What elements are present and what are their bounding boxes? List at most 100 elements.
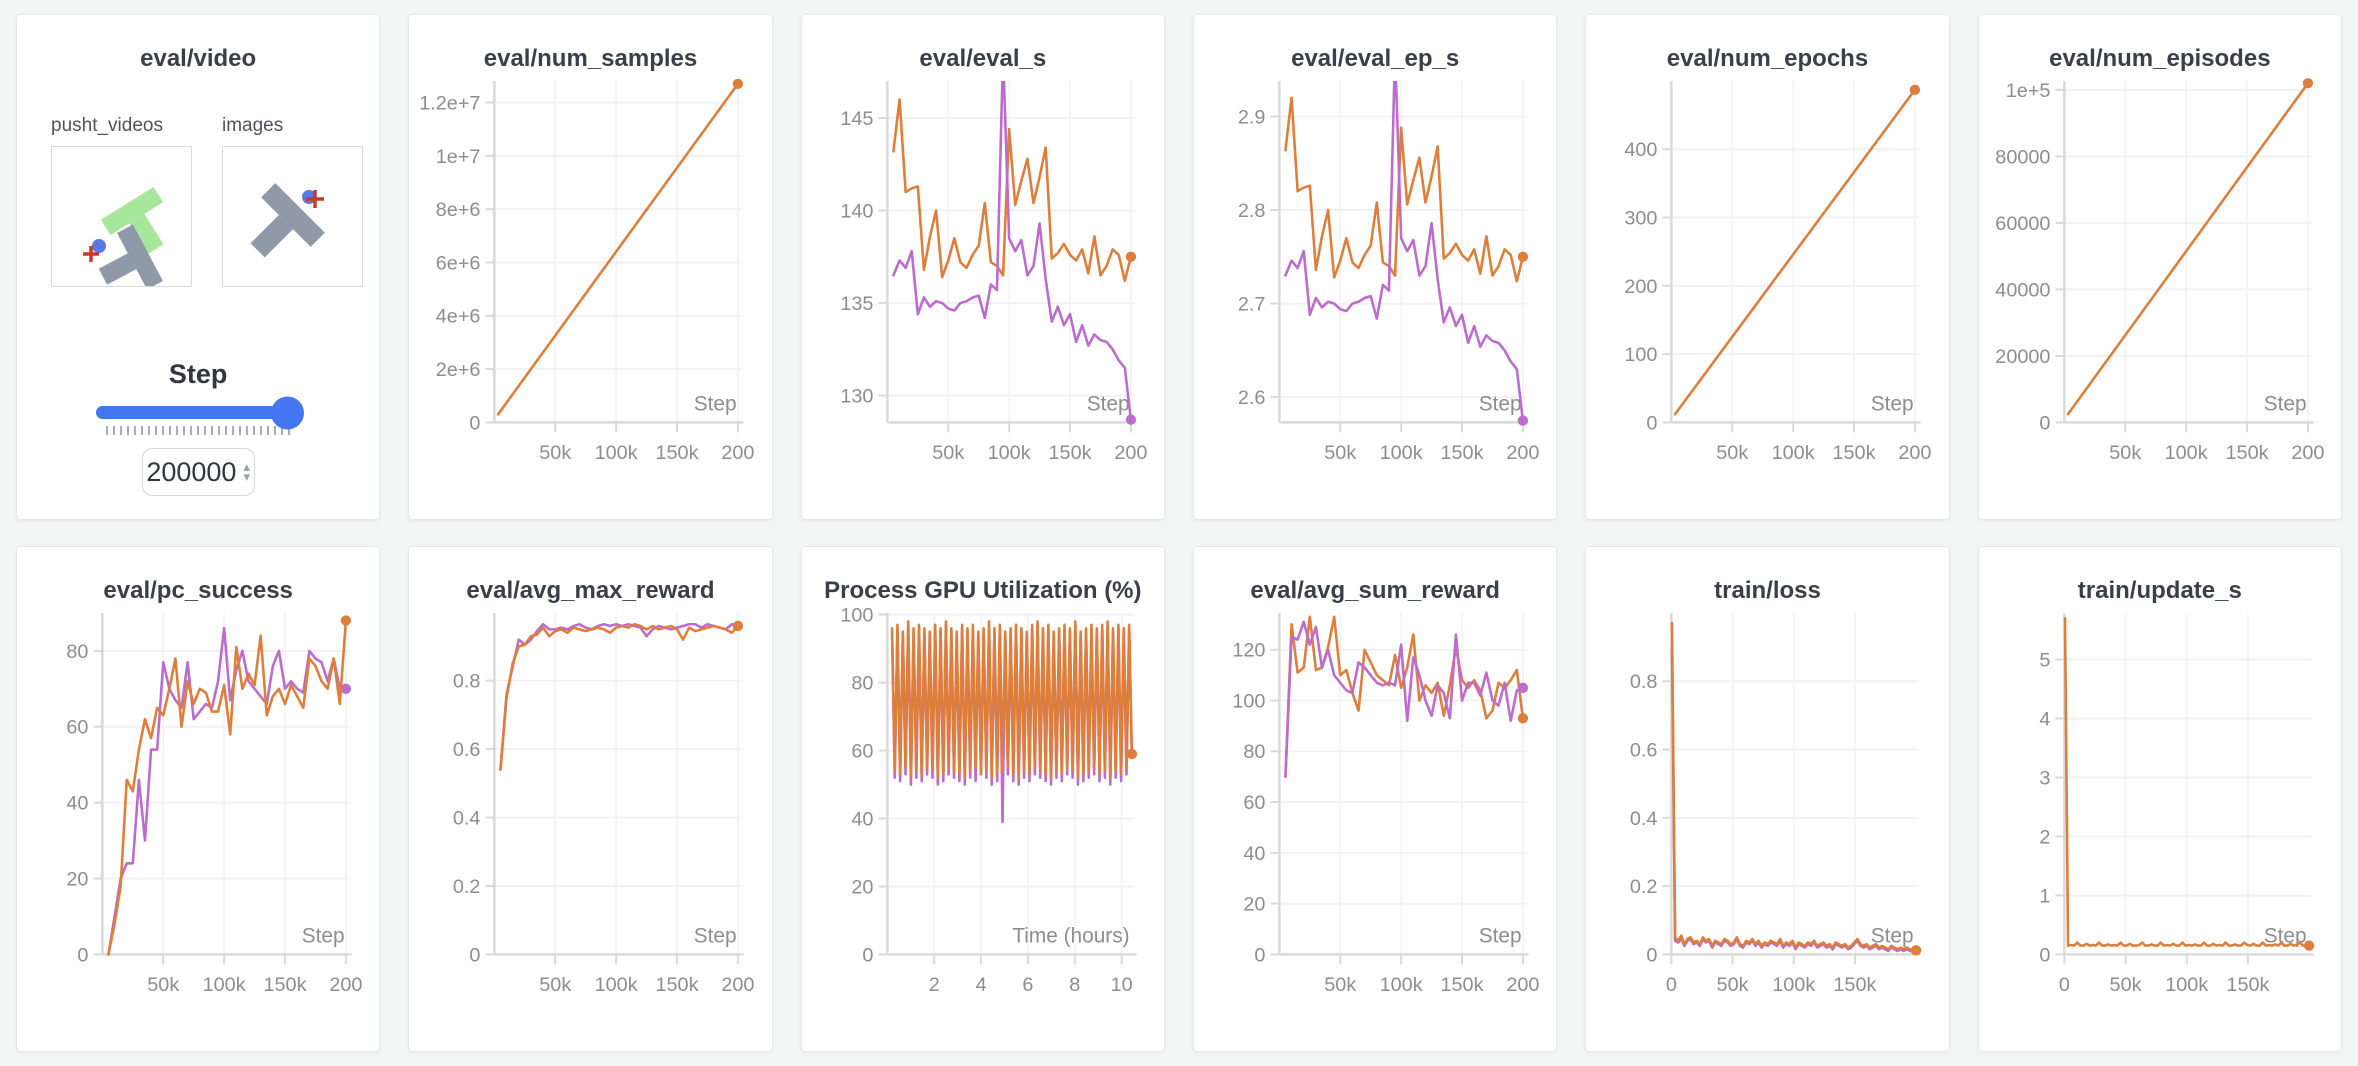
pusht-video-thumbnail[interactable] (51, 146, 192, 287)
svg-text:40: 40 (1243, 843, 1265, 865)
svg-text:0.2: 0.2 (1630, 876, 1658, 898)
svg-text:50k: 50k (1324, 974, 1356, 996)
agent-dot (92, 239, 106, 253)
svg-text:80: 80 (1243, 741, 1265, 763)
svg-text:150k: 150k (2225, 442, 2268, 464)
gray-t-block (250, 183, 325, 258)
svg-text:Step: Step (1086, 393, 1129, 416)
chart-canvas: 50k 100k 150k 200 0 2e+6 4e+6 6e+6 8e+6 1e+7 1.2e+… (420, 78, 755, 464)
panel-eval-avg-max-reward[interactable]: eval/avg_max_reward 50k 100k 150k 200 0 0.2 0.… (408, 546, 773, 1052)
svg-text:100: 100 (1232, 690, 1265, 712)
svg-text:50k: 50k (1324, 442, 1356, 464)
svg-text:50k: 50k (932, 442, 964, 464)
svg-text:200: 200 (1625, 276, 1658, 298)
svg-text:200: 200 (1506, 974, 1539, 996)
svg-text:2.9: 2.9 (1238, 106, 1266, 128)
target-cross-icon (83, 246, 99, 262)
chart-title: eval/eval_ep_s (1291, 45, 1460, 72)
svg-text:0: 0 (1647, 412, 1658, 434)
media-caption: pusht_videos (51, 115, 163, 136)
green-t-block (100, 186, 164, 254)
svg-text:3: 3 (2039, 767, 2050, 789)
svg-text:10: 10 (1110, 974, 1132, 996)
step-slider-wrap (96, 396, 305, 435)
chart-title: eval/avg_max_reward (466, 577, 715, 604)
svg-text:40: 40 (851, 808, 873, 830)
images-thumbnail[interactable] (222, 146, 363, 287)
svg-text:Step: Step (1479, 393, 1522, 416)
step-input-value: 200000 (146, 456, 237, 487)
svg-text:20: 20 (851, 876, 873, 898)
panel-train-update-s[interactable]: train/update_s 0 50k 100k 150k 0 1 2 3 4 5 Step (1977, 546, 2342, 1052)
pusht-scene (83, 186, 164, 286)
svg-text:0.2: 0.2 (453, 876, 481, 898)
gray-t-block (98, 224, 163, 286)
svg-text:40: 40 (66, 793, 88, 815)
panel-gpu-utilization[interactable]: Process GPU Utilization (%) 2 4 6 8 10 0 20 40 6… (800, 546, 1165, 1052)
svg-text:300: 300 (1625, 207, 1658, 229)
chart-title: train/loss (1714, 577, 1821, 604)
svg-text:150k: 150k (263, 974, 306, 996)
svg-text:2.7: 2.7 (1238, 294, 1266, 316)
svg-text:150k: 150k (2226, 974, 2269, 996)
panel-eval-video[interactable]: eval/video pusht_videos (16, 14, 381, 520)
svg-text:Step: Step (694, 393, 737, 416)
svg-text:0: 0 (1254, 944, 1265, 966)
stepper-arrows-icon[interactable]: ▴ ▾ (243, 459, 250, 484)
svg-text:0: 0 (1647, 944, 1658, 966)
panel-eval-pc-success[interactable]: eval/pc_success 50k 100k 150k 200 0 20 40 60 80 S… (16, 546, 381, 1052)
svg-text:140: 140 (840, 200, 873, 222)
chart-title: eval/num_epochs (1666, 45, 1869, 72)
svg-text:100: 100 (1625, 344, 1658, 366)
svg-text:0.6: 0.6 (1630, 739, 1658, 761)
svg-text:100k: 100k (1380, 442, 1423, 464)
svg-text:Step: Step (2263, 925, 2306, 948)
svg-text:Step: Step (694, 925, 737, 948)
svg-text:8e+6: 8e+6 (436, 199, 481, 221)
panel-eval-avg-sum-reward[interactable]: eval/avg_sum_reward 50k 100k 150k 200 0 20 40 6… (1193, 546, 1558, 1052)
svg-text:0: 0 (77, 944, 88, 966)
chart-canvas: 50k 100k 150k 200 0 100 200 300 400 Step (1625, 80, 1932, 464)
chart-canvas: 50k 100k 150k 200 0 0.2 0.4 0.6 0.8 Step (453, 612, 755, 996)
svg-text:0: 0 (1666, 974, 1677, 996)
svg-text:2.8: 2.8 (1238, 200, 1266, 222)
svg-text:8: 8 (1069, 974, 1080, 996)
svg-text:150k: 150k (656, 442, 699, 464)
svg-text:0: 0 (470, 412, 481, 434)
chart-title: eval/eval_s (919, 45, 1047, 72)
panel-eval-eval-ep-s[interactable]: eval/eval_ep_s 50k 100k 150k 200 2.6 2.7 2.8 2.… (1193, 14, 1558, 520)
svg-text:100k: 100k (987, 442, 1030, 464)
svg-text:Step: Step (1479, 925, 1522, 948)
svg-text:400: 400 (1625, 139, 1658, 161)
step-input[interactable]: 200000 ▴ ▾ (141, 448, 255, 496)
svg-text:50k: 50k (540, 974, 572, 996)
chart-canvas: 50k 100k 150k 200 2.6 2.7 2.8 2.9 Step (1238, 80, 1539, 464)
svg-text:80: 80 (851, 673, 873, 695)
svg-text:200: 200 (2291, 442, 2324, 464)
panel-eval-eval-s[interactable]: eval/eval_s 50k 100k 150k 200 130 135 140 145 St… (800, 14, 1165, 520)
svg-text:0.4: 0.4 (1630, 808, 1658, 830)
panel-eval-num-epochs[interactable]: eval/num_epochs 50k 100k 150k 200 0 100 200 300… (1585, 14, 1950, 520)
panel-train-loss[interactable]: train/loss 0 50k 100k 150k 0 0.2 0.4 0.6 0.8 Step (1585, 546, 1950, 1052)
svg-text:200: 200 (722, 442, 755, 464)
chart-canvas: 50k 100k 150k 200 0 20 40 60 80 100 120 Step (1232, 612, 1539, 996)
chart-title: eval/num_samples (483, 45, 698, 72)
svg-text:100k: 100k (2165, 974, 2208, 996)
svg-text:150k: 150k (1440, 974, 1483, 996)
panel-eval-num-episodes[interactable]: eval/num_episodes 50k 100k 150k 200 0 20000 40… (1977, 14, 2342, 520)
svg-text:145: 145 (840, 108, 873, 130)
chart-canvas: 0 50k 100k 150k 0 0.2 0.4 0.6 0.8 Step (1630, 612, 1922, 996)
svg-text:130: 130 (840, 386, 873, 408)
svg-text:2: 2 (928, 974, 939, 996)
svg-text:100k: 100k (2164, 442, 2207, 464)
svg-text:1e+5: 1e+5 (2005, 80, 2050, 102)
step-slider-thumb[interactable] (271, 396, 305, 429)
panel-eval-num-samples[interactable]: eval/num_samples 50k 100k 150k 200 0 2e+6 4e+6… (408, 14, 773, 520)
svg-text:20: 20 (66, 868, 88, 890)
svg-text:200: 200 (722, 974, 755, 996)
svg-text:Step: Step (1871, 393, 1914, 416)
svg-text:80: 80 (66, 641, 88, 663)
step-slider[interactable] (96, 396, 305, 429)
